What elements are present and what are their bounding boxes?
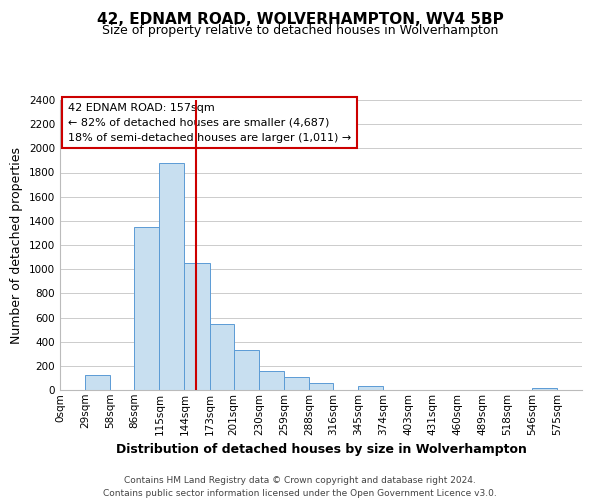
Bar (358, 386, 383, 390)
Bar (160, 163, 184, 390)
Bar (309, 383, 333, 390)
Text: Contains HM Land Registry data © Crown copyright and database right 2024.: Contains HM Land Registry data © Crown c… (124, 476, 476, 485)
Bar (259, 370, 284, 390)
Text: Size of property relative to detached houses in Wolverhampton: Size of property relative to detached ho… (102, 24, 498, 37)
Text: Contains public sector information licensed under the Open Government Licence v3: Contains public sector information licen… (103, 489, 497, 498)
Y-axis label: Number of detached properties: Number of detached properties (10, 146, 23, 344)
Bar (234, 350, 259, 390)
Bar (184, 263, 209, 390)
Bar (284, 378, 309, 390)
Bar (209, 324, 234, 390)
Text: 42 EDNAM ROAD: 157sqm
← 82% of detached houses are smaller (4,687)
18% of semi-d: 42 EDNAM ROAD: 157sqm ← 82% of detached … (68, 103, 351, 142)
Bar (85, 375, 110, 390)
Bar (532, 388, 557, 390)
Bar (134, 227, 160, 390)
Text: Distribution of detached houses by size in Wolverhampton: Distribution of detached houses by size … (116, 442, 526, 456)
Text: 42, EDNAM ROAD, WOLVERHAMPTON, WV4 5BP: 42, EDNAM ROAD, WOLVERHAMPTON, WV4 5BP (97, 12, 503, 28)
